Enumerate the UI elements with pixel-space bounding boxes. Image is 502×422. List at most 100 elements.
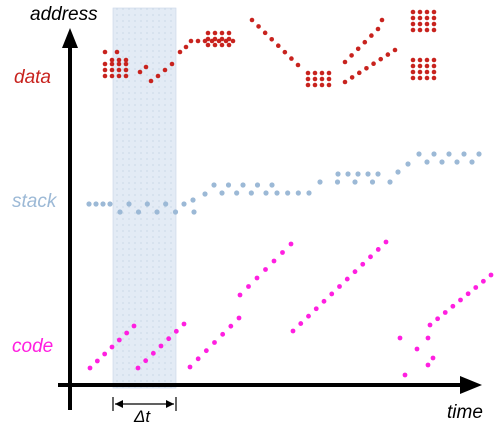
- data-point: [116, 61, 122, 67]
- stack-point: [144, 201, 150, 207]
- data-point: [417, 21, 423, 27]
- data-point: [362, 39, 368, 45]
- data-point: [342, 79, 348, 85]
- stack-point: [248, 190, 254, 196]
- stack-point: [476, 151, 482, 157]
- data-point: [378, 56, 384, 62]
- data-point: [230, 38, 236, 44]
- data-point: [417, 57, 423, 63]
- code-point: [458, 297, 463, 303]
- data-point: [417, 75, 423, 81]
- data-point: [262, 30, 268, 36]
- data-point: [109, 57, 115, 63]
- data-point: [379, 17, 385, 23]
- data-point: [305, 76, 311, 82]
- data-point: [289, 56, 294, 61]
- data-point: [312, 82, 318, 88]
- data-point: [212, 30, 218, 36]
- data-point: [424, 9, 430, 15]
- stack-point: [117, 209, 123, 215]
- stack-point: [355, 171, 361, 177]
- code-point: [181, 321, 187, 327]
- stack-point: [446, 151, 452, 157]
- stack-point: [163, 201, 169, 207]
- code-point: [352, 269, 358, 275]
- stack-point: [285, 190, 291, 196]
- stack-point: [93, 201, 99, 207]
- code-point: [143, 358, 149, 364]
- code-point: [430, 355, 436, 361]
- data-point: [424, 15, 430, 21]
- stack-point: [234, 190, 240, 196]
- code-point: [109, 344, 115, 350]
- code-point: [263, 267, 268, 272]
- data-point: [369, 33, 374, 38]
- stack-accesses: [86, 151, 482, 215]
- y-axis-arrowhead: [62, 28, 78, 48]
- data-point: [188, 38, 194, 44]
- data-accesses: [102, 9, 437, 88]
- code-point: [158, 343, 164, 349]
- data-point: [349, 53, 354, 58]
- stack-point: [202, 191, 208, 197]
- stack-point: [335, 171, 341, 177]
- data-point: [326, 70, 332, 76]
- code-point: [435, 316, 441, 322]
- data-point: [312, 70, 318, 76]
- data-point: [123, 61, 129, 67]
- code-point: [427, 322, 433, 328]
- code-point: [124, 330, 130, 336]
- stack-point: [405, 161, 411, 167]
- data-point: [319, 82, 325, 88]
- stack-point: [86, 201, 92, 207]
- code-point: [280, 250, 285, 255]
- code-point: [246, 284, 251, 289]
- data-point: [417, 15, 423, 21]
- code-point: [473, 285, 479, 290]
- stack-point: [431, 151, 437, 157]
- stack-point: [439, 159, 445, 165]
- code-point: [488, 272, 494, 278]
- data-point: [275, 43, 281, 49]
- code-point: [288, 241, 294, 247]
- code-point: [236, 315, 242, 321]
- code-point: [306, 313, 311, 319]
- data-point: [326, 76, 332, 82]
- stack-point: [126, 201, 132, 207]
- data-point: [205, 36, 211, 42]
- data-point: [424, 27, 430, 33]
- code-region-label: code: [12, 336, 53, 357]
- data-point: [109, 67, 115, 73]
- data-point: [123, 57, 129, 63]
- code-point: [228, 323, 234, 329]
- data-point: [410, 69, 416, 75]
- data-point: [349, 75, 355, 80]
- code-point: [337, 284, 342, 289]
- stack-point: [211, 182, 217, 188]
- stack-point: [369, 179, 376, 185]
- code-point: [375, 247, 381, 252]
- stack-point: [274, 190, 280, 196]
- code-point: [254, 275, 260, 281]
- code-point: [166, 336, 172, 342]
- stack-point: [181, 201, 187, 207]
- code-point: [87, 365, 93, 371]
- data-point: [410, 57, 416, 63]
- data-point: [305, 82, 311, 88]
- stack-point: [424, 159, 430, 165]
- time-axis-label: time: [447, 402, 483, 422]
- stack-point: [295, 190, 301, 196]
- data-point: [319, 70, 325, 76]
- code-accesses: [87, 239, 494, 378]
- stack-point: [191, 209, 197, 215]
- data-point: [155, 73, 161, 79]
- data-point: [102, 67, 108, 73]
- data-point: [116, 57, 122, 63]
- code-point: [94, 358, 100, 364]
- data-point: [410, 75, 416, 81]
- data-point: [431, 63, 437, 69]
- data-point: [219, 30, 225, 36]
- stack-point: [135, 209, 142, 215]
- data-point: [424, 75, 430, 81]
- data-point: [102, 49, 108, 55]
